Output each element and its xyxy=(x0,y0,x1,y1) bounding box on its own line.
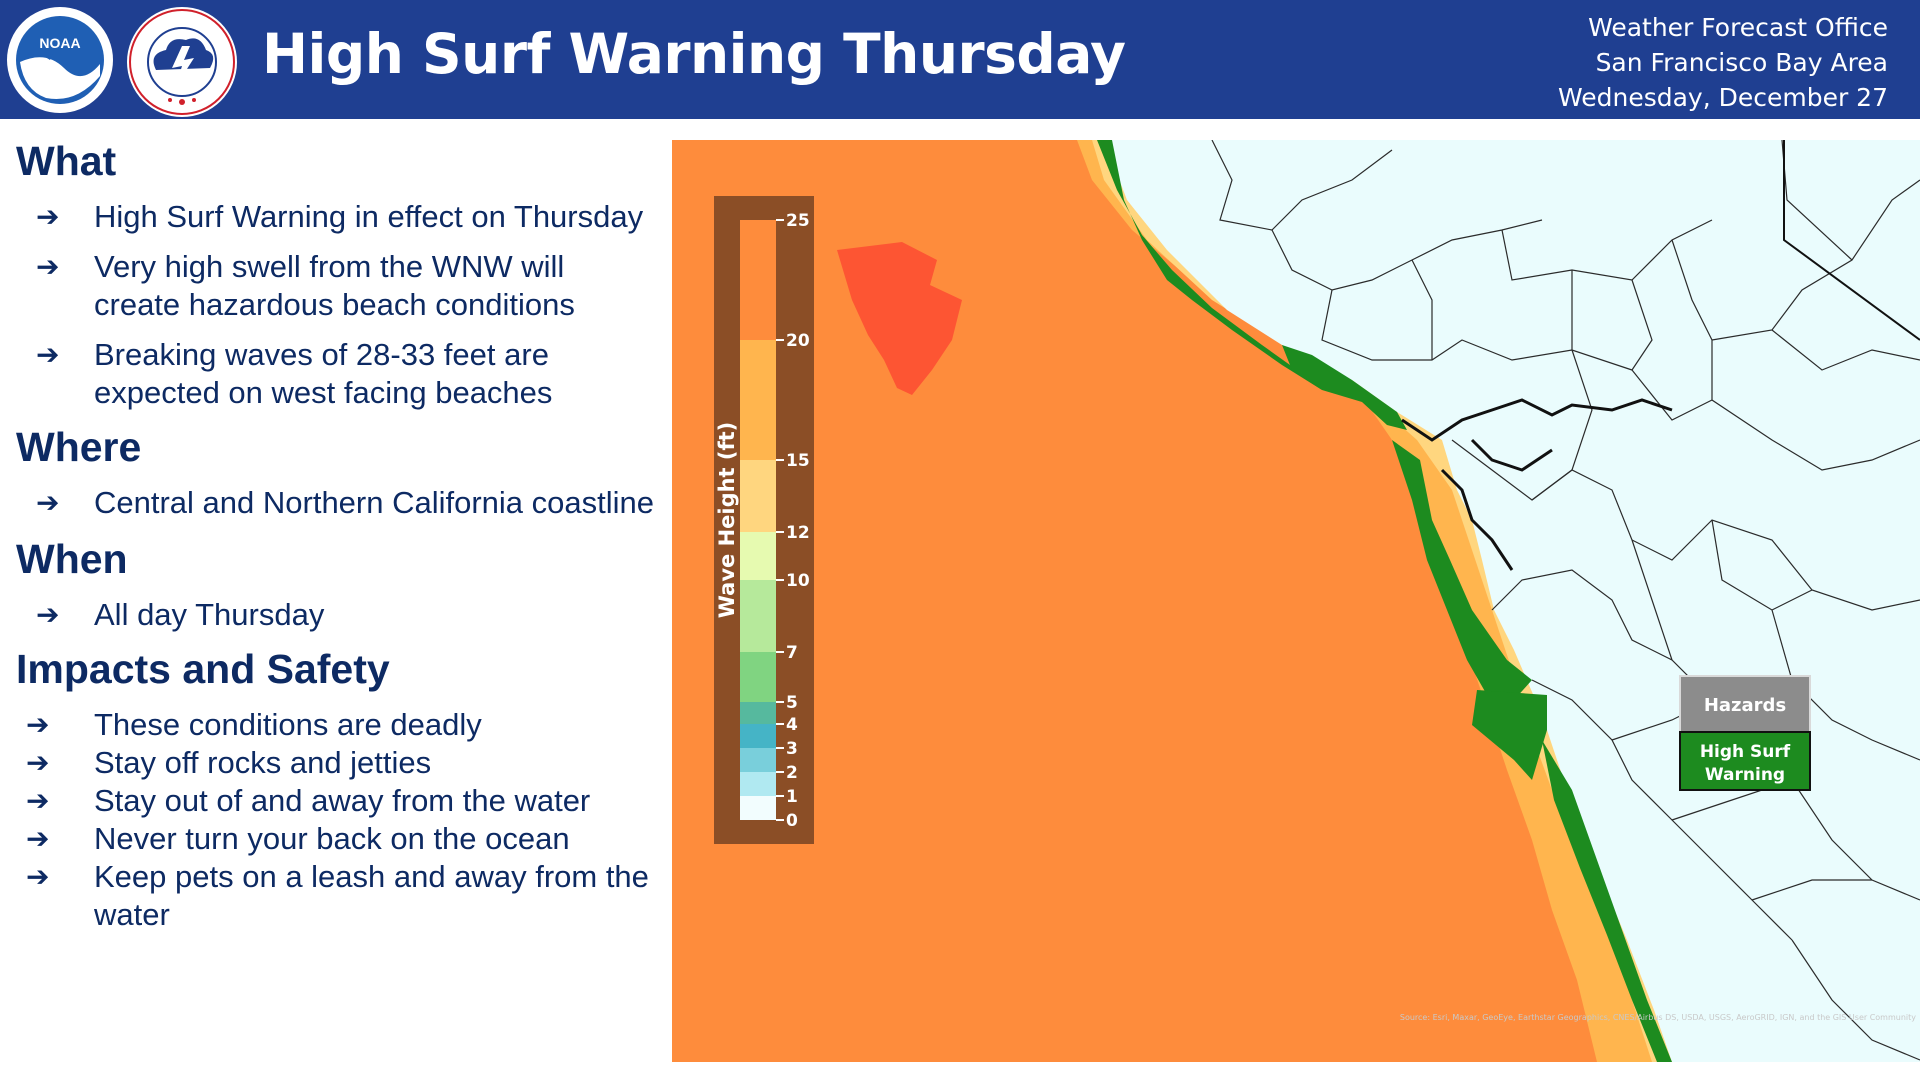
hazards-header-box xyxy=(1679,675,1811,733)
legend-tick-label: 0 xyxy=(786,811,798,831)
list-item: ➔ Stay out of and away from the water xyxy=(16,782,656,820)
hazard-label-line: High Surf xyxy=(1700,742,1791,762)
section-when: When ➔ All day Thursday xyxy=(16,534,656,634)
bullet-list: ➔ High Surf Warning in effect on Thursday… xyxy=(16,198,656,412)
legend-tick-label: 1 xyxy=(786,787,798,807)
legend-bin xyxy=(740,460,776,532)
list-item-text: High Surf Warning in effect on Thursday xyxy=(94,199,644,234)
warning-zone-coast-south xyxy=(1542,740,1672,1062)
warning-zone-bay xyxy=(1282,345,1407,430)
list-item-text: All day Thursday xyxy=(94,597,325,632)
section-heading: What xyxy=(16,138,117,184)
section-impacts-safety: Impacts and Safety ➔ These conditions are… xyxy=(16,644,656,934)
section-heading: Impacts and Safety xyxy=(16,646,390,692)
warning-zone-central xyxy=(1392,440,1532,700)
list-item: ➔ Central and Northern California coastli… xyxy=(16,484,656,522)
legend-bin xyxy=(740,796,776,820)
issue-date: Wednesday, December 27 xyxy=(1557,83,1888,112)
hazards-legend: Hazards High Surf Warning xyxy=(1679,675,1811,791)
list-item-text: These conditions are deadly xyxy=(94,707,482,742)
header-banner: NOAA High Surf Warning Thursday Weather … xyxy=(0,0,1920,119)
list-item: ➔ Stay off rocks and jetties xyxy=(16,744,656,782)
legend-bin xyxy=(740,772,776,796)
legend-bin xyxy=(740,702,776,724)
right-arrow-icon: ➔ xyxy=(36,251,60,282)
legend-tick-label: 12 xyxy=(786,523,810,543)
hazard-label-line: Warning xyxy=(1705,765,1785,785)
noaa-logo: NOAA xyxy=(7,7,113,113)
section-what: What ➔ High Surf Warning in effect on Thu… xyxy=(16,136,656,412)
section-where: Where ➔ Central and Northern California c… xyxy=(16,422,656,522)
list-item: ➔ Never turn your back on the ocean xyxy=(16,820,656,858)
right-arrow-icon: ➔ xyxy=(36,599,60,630)
legend-tick-label: 3 xyxy=(786,739,798,759)
legend-tick-label: 25 xyxy=(786,211,810,231)
list-item: ➔ All day Thursday xyxy=(16,596,656,634)
legend-bin xyxy=(740,748,776,772)
legend-tick-label: 15 xyxy=(786,451,810,471)
office-region: San Francisco Bay Area xyxy=(1595,48,1888,77)
right-arrow-icon: ➔ xyxy=(26,785,50,816)
legend-bin xyxy=(740,580,776,652)
list-item: ➔ These conditions are deadly xyxy=(16,706,656,744)
hazards-title: Hazards xyxy=(1704,695,1786,716)
state-boundary xyxy=(1783,140,1920,341)
right-arrow-icon: ➔ xyxy=(26,709,50,740)
right-arrow-icon: ➔ xyxy=(36,201,60,232)
list-item: ➔ Keep pets on a leash and away from the … xyxy=(16,858,656,934)
bullet-list: ➔ These conditions are deadly ➔ Stay off r… xyxy=(16,706,656,934)
right-arrow-icon: ➔ xyxy=(36,339,60,370)
list-item-text: Stay off rocks and jetties xyxy=(94,745,432,780)
bullet-list: ➔ Central and Northern California coastli… xyxy=(16,484,656,522)
office-name: Weather Forecast Office xyxy=(1588,13,1888,42)
section-heading: When xyxy=(16,536,128,582)
list-item-text: Keep pets on a leash and away from the w… xyxy=(94,859,649,932)
list-item-text: Central and Northern California coastlin… xyxy=(94,485,655,520)
legend-tick-label: 10 xyxy=(786,571,810,591)
list-item-text: Never turn your back on the ocean xyxy=(94,821,570,856)
legend-tick-label: 7 xyxy=(786,643,798,663)
section-heading: Where xyxy=(16,424,142,470)
legend-tick-label: 5 xyxy=(786,693,798,713)
legend-bin xyxy=(740,532,776,580)
legend-bin xyxy=(740,652,776,702)
map-attribution: Source: Esri, Maxar, GeoEye, Earthstar G… xyxy=(1400,1013,1916,1022)
office-info: Weather Forecast Office San Francisco Ba… xyxy=(1558,10,1888,115)
legend-tick-label: 2 xyxy=(786,763,798,783)
list-item-text: Stay out of and away from the water xyxy=(94,783,591,818)
list-item-text: Breaking waves of 28-33 feet are expecte… xyxy=(94,337,553,410)
noaa-logo-center-text: NOAA xyxy=(39,35,80,51)
high-surf-warning-swatch xyxy=(1679,731,1811,791)
legend-tick-label: 4 xyxy=(786,715,798,735)
right-arrow-icon: ➔ xyxy=(26,747,50,778)
legend-bin xyxy=(740,220,776,340)
legend-tick-label: 20 xyxy=(786,331,810,351)
legend-color-scale xyxy=(740,220,776,820)
list-item-text: Very high swell from the WNW will create… xyxy=(94,249,575,322)
nws-logo xyxy=(127,7,237,117)
legend-bin xyxy=(740,724,776,748)
list-item: ➔ Breaking waves of 28-33 feet are expect… xyxy=(16,336,656,412)
right-arrow-icon: ➔ xyxy=(26,861,50,892)
bullet-list: ➔ All day Thursday xyxy=(16,596,656,634)
list-item: ➔ High Surf Warning in effect on Thursday xyxy=(16,198,656,236)
bay-delta xyxy=(1401,398,1673,571)
high-swell-hotspot xyxy=(837,242,962,395)
wave-height-map: Wave Height (ft) 25 20 15 12 10 7 5 4 3 2 1 0 Hazar… xyxy=(672,140,1920,1062)
land-area xyxy=(1104,140,1920,1062)
page-title: High Surf Warning Thursday xyxy=(262,22,1126,86)
legend-title: Wave Height (ft) xyxy=(715,422,739,619)
info-panel: What ➔ High Surf Warning in effect on Thu… xyxy=(16,136,656,934)
list-item: ➔ Very high swell from the WNW will creat… xyxy=(16,248,656,324)
right-arrow-icon: ➔ xyxy=(26,823,50,854)
legend-bin xyxy=(740,340,776,460)
warning-zone-south xyxy=(1472,690,1547,780)
right-arrow-icon: ➔ xyxy=(36,487,60,518)
